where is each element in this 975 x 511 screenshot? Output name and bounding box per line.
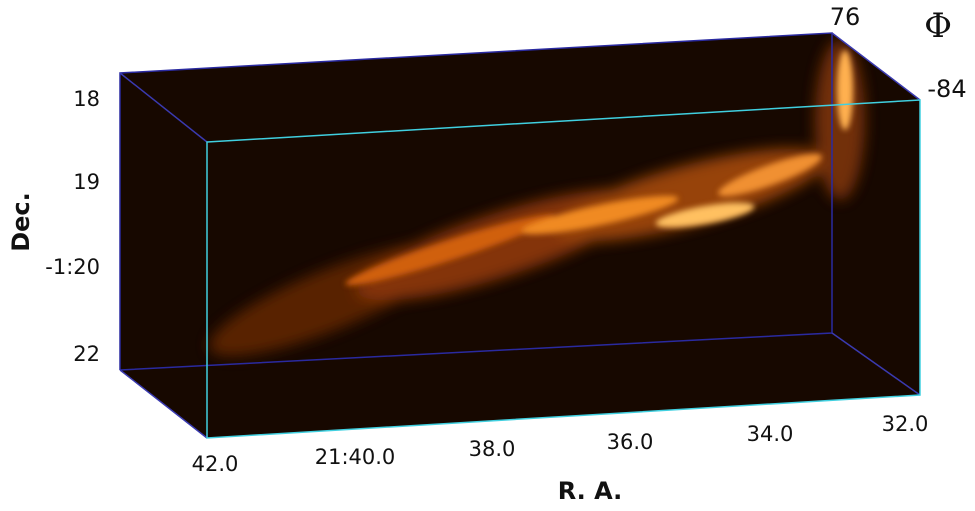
y-tick-labels: 18 19 -1:20 22 xyxy=(45,87,100,366)
volume-rendering xyxy=(119,32,921,439)
x-tick-labels: 42.0 21:40.0 38.0 36.0 34.0 32.0 xyxy=(192,412,929,476)
y-tick-label: 22 xyxy=(73,342,100,366)
x-tick-label: 36.0 xyxy=(607,430,654,454)
x-tick-label: 21:40.0 xyxy=(315,445,396,469)
y-tick-label: -1:20 xyxy=(45,255,100,279)
y-tick-label: 18 xyxy=(73,87,100,111)
x-tick-label: 38.0 xyxy=(469,437,516,461)
y-axis-title: Dec. xyxy=(7,192,35,252)
z-tick-label: -84 xyxy=(927,75,966,103)
z-axis-title: Φ xyxy=(924,6,952,46)
x-tick-label: 32.0 xyxy=(882,412,929,436)
x-tick-label: 34.0 xyxy=(747,422,794,446)
x-tick-label: 42.0 xyxy=(192,452,239,476)
x-axis-title: R. A. xyxy=(558,477,623,505)
z-tick-label: 76 xyxy=(830,3,861,31)
y-tick-label: 19 xyxy=(73,170,100,194)
